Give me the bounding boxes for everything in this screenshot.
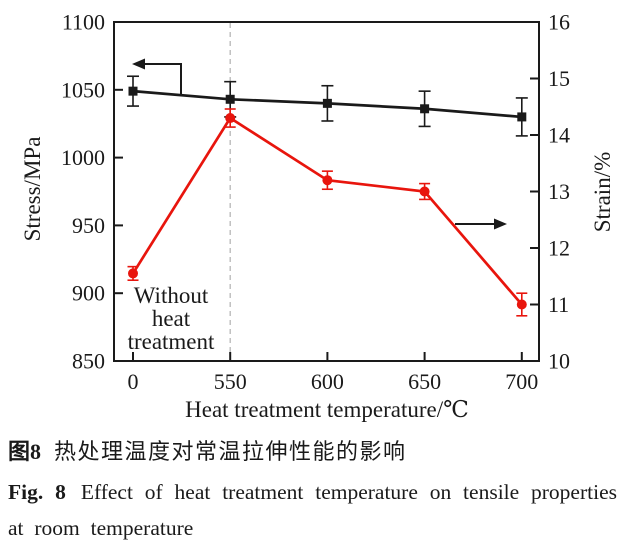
x-axis-tick-label: 700 <box>505 369 538 394</box>
caption-en-text: Effect of heat treatment temperature on … <box>8 479 617 541</box>
caption-zh: 图8 热处理温度对常温拉伸性能的影响 <box>8 437 617 467</box>
without-heat-treatment-note: heat <box>152 306 191 331</box>
right-axis-title: Strain/% <box>590 152 615 233</box>
data-point-marker <box>322 175 333 186</box>
data-point-marker <box>420 104 430 114</box>
left-axis-tick-label: 950 <box>72 213 105 238</box>
series-strain <box>127 108 528 317</box>
data-point-marker <box>516 299 527 310</box>
left-axis-tick-label: 1100 <box>62 10 105 35</box>
x-axis-tick-label: 0 <box>128 369 139 394</box>
right-axis-tick-label: 12 <box>548 236 570 261</box>
left-axis-arrow-icon <box>132 58 182 95</box>
data-point-marker <box>517 112 527 122</box>
data-point-marker <box>225 94 235 104</box>
plot-frame <box>113 21 540 362</box>
caption-zh-label: 图8 <box>8 439 42 464</box>
without-heat-treatment-note: Without <box>134 283 209 308</box>
data-point-marker <box>225 113 236 124</box>
left-axis-tick-label: 850 <box>72 349 105 374</box>
without-heat-treatment-note: treatment <box>128 329 215 354</box>
right-axis-tick-label: 16 <box>548 10 570 35</box>
caption-en: Fig. 8 Effect of heat treatment temperatu… <box>8 474 617 547</box>
figure-caption: 图8 热处理温度对常温拉伸性能的影响 Fig. 8 Effect of heat t… <box>0 432 627 547</box>
data-point-marker <box>322 98 332 108</box>
data-point-marker <box>128 86 138 96</box>
right-axis-tick-label: 15 <box>548 66 570 91</box>
caption-zh-text: 热处理温度对常温拉伸性能的影响 <box>54 439 407 464</box>
right-axis-tick-label: 10 <box>548 349 570 374</box>
x-axis-tick-label: 550 <box>214 369 247 394</box>
caption-en-label: Fig. 8 <box>8 479 66 504</box>
chart-canvas: 850 900 950 1000 1050 1100 10 11 12 13 14 15 16 0 550 6… <box>20 10 615 423</box>
data-point-marker <box>128 268 138 279</box>
data-point-marker <box>419 186 430 197</box>
right-axis-tick-label: 13 <box>548 179 570 204</box>
right-axis-tick-label: 11 <box>548 292 569 317</box>
x-axis-tick-label: 650 <box>408 369 441 394</box>
left-axis-tick-label: 1050 <box>61 77 105 102</box>
series-line <box>131 116 523 306</box>
right-axis-tick-label: 14 <box>548 123 570 148</box>
left-axis-title: Stress/MPa <box>20 137 45 242</box>
right-axis-arrow-icon <box>455 218 507 230</box>
left-axis-tick-label: 1000 <box>61 145 105 170</box>
x-axis-tick-label: 600 <box>311 369 344 394</box>
left-axis-tick-label: 900 <box>72 281 105 306</box>
x-axis-title: Heat treatment temperature/℃ <box>185 397 469 422</box>
series-stress <box>127 75 528 137</box>
